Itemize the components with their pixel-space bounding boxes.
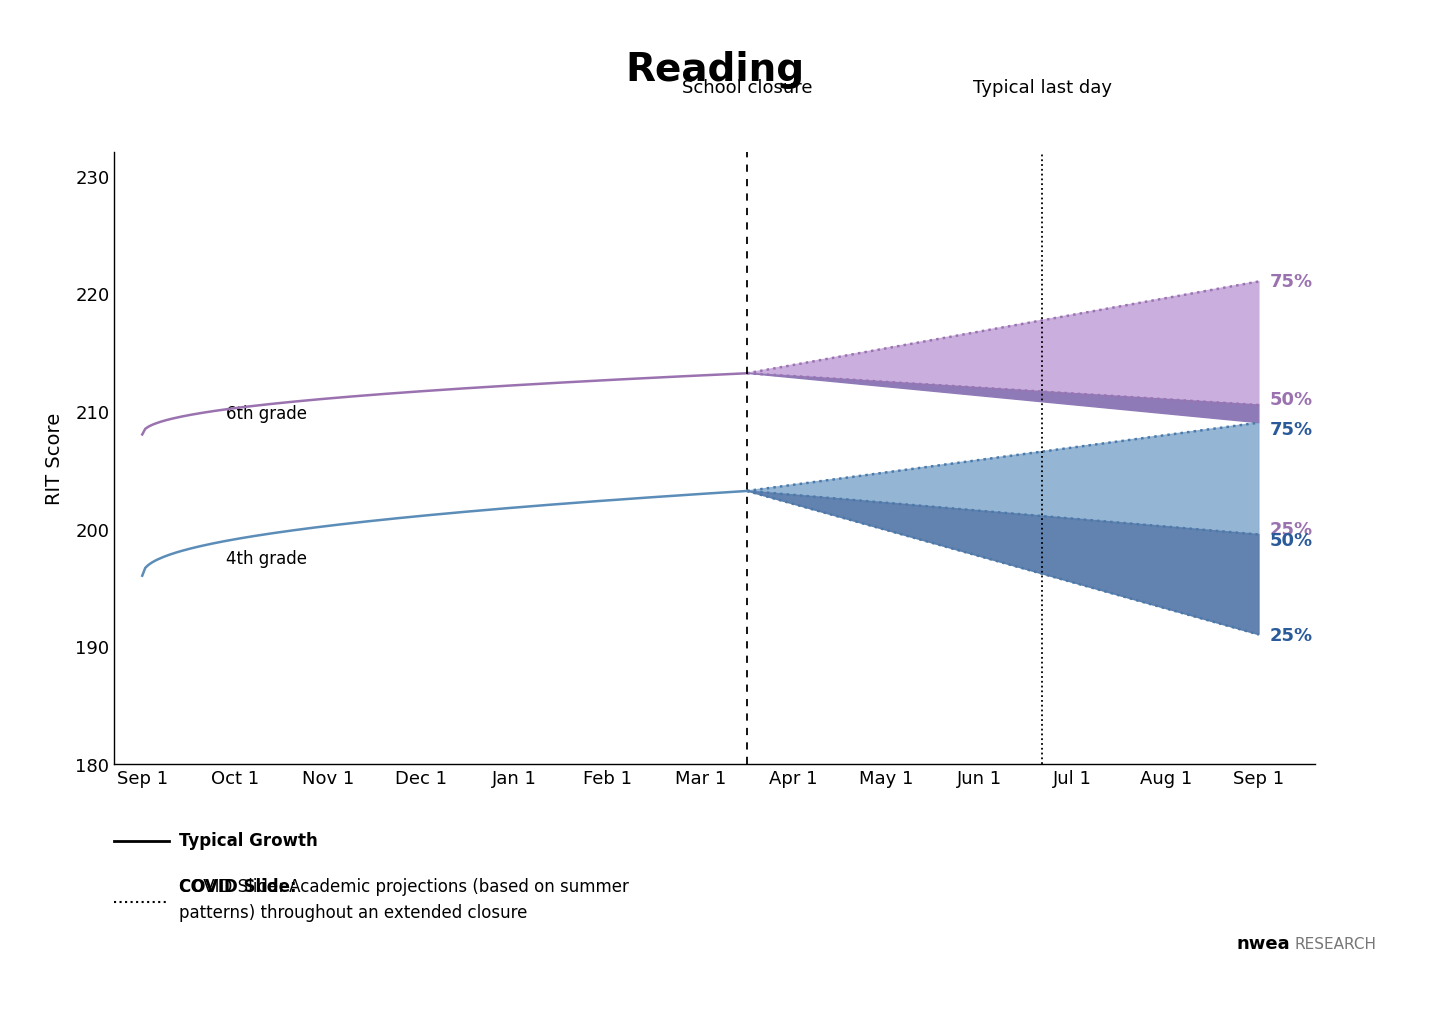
- Text: nwea: nwea: [1236, 933, 1290, 952]
- Text: School closure: School closure: [682, 78, 812, 97]
- Text: 50%: 50%: [1270, 390, 1313, 409]
- Text: 6th grade: 6th grade: [226, 405, 307, 423]
- Polygon shape: [747, 491, 1259, 635]
- Text: Typical Growth: Typical Growth: [179, 832, 317, 850]
- Text: 75%: 75%: [1270, 420, 1313, 438]
- Text: COVID Slide:: COVID Slide:: [179, 877, 296, 896]
- Text: 4th grade: 4th grade: [226, 549, 307, 568]
- Text: COVID Slide: Academic projections (based on summer: COVID Slide: Academic projections (based…: [179, 877, 629, 896]
- Polygon shape: [747, 374, 1259, 423]
- Text: 25%: 25%: [1270, 520, 1313, 538]
- Y-axis label: RIT Score: RIT Score: [46, 413, 64, 504]
- Text: Typical last day: Typical last day: [973, 78, 1112, 97]
- Text: 50%: 50%: [1270, 532, 1313, 550]
- Text: RESEARCH: RESEARCH: [1295, 935, 1376, 951]
- Text: Reading: Reading: [624, 51, 805, 89]
- Polygon shape: [747, 423, 1259, 635]
- Text: 25%: 25%: [1270, 626, 1313, 644]
- Text: 75%: 75%: [1270, 273, 1313, 291]
- Polygon shape: [747, 282, 1259, 406]
- Text: patterns) throughout an extended closure: patterns) throughout an extended closure: [179, 903, 527, 921]
